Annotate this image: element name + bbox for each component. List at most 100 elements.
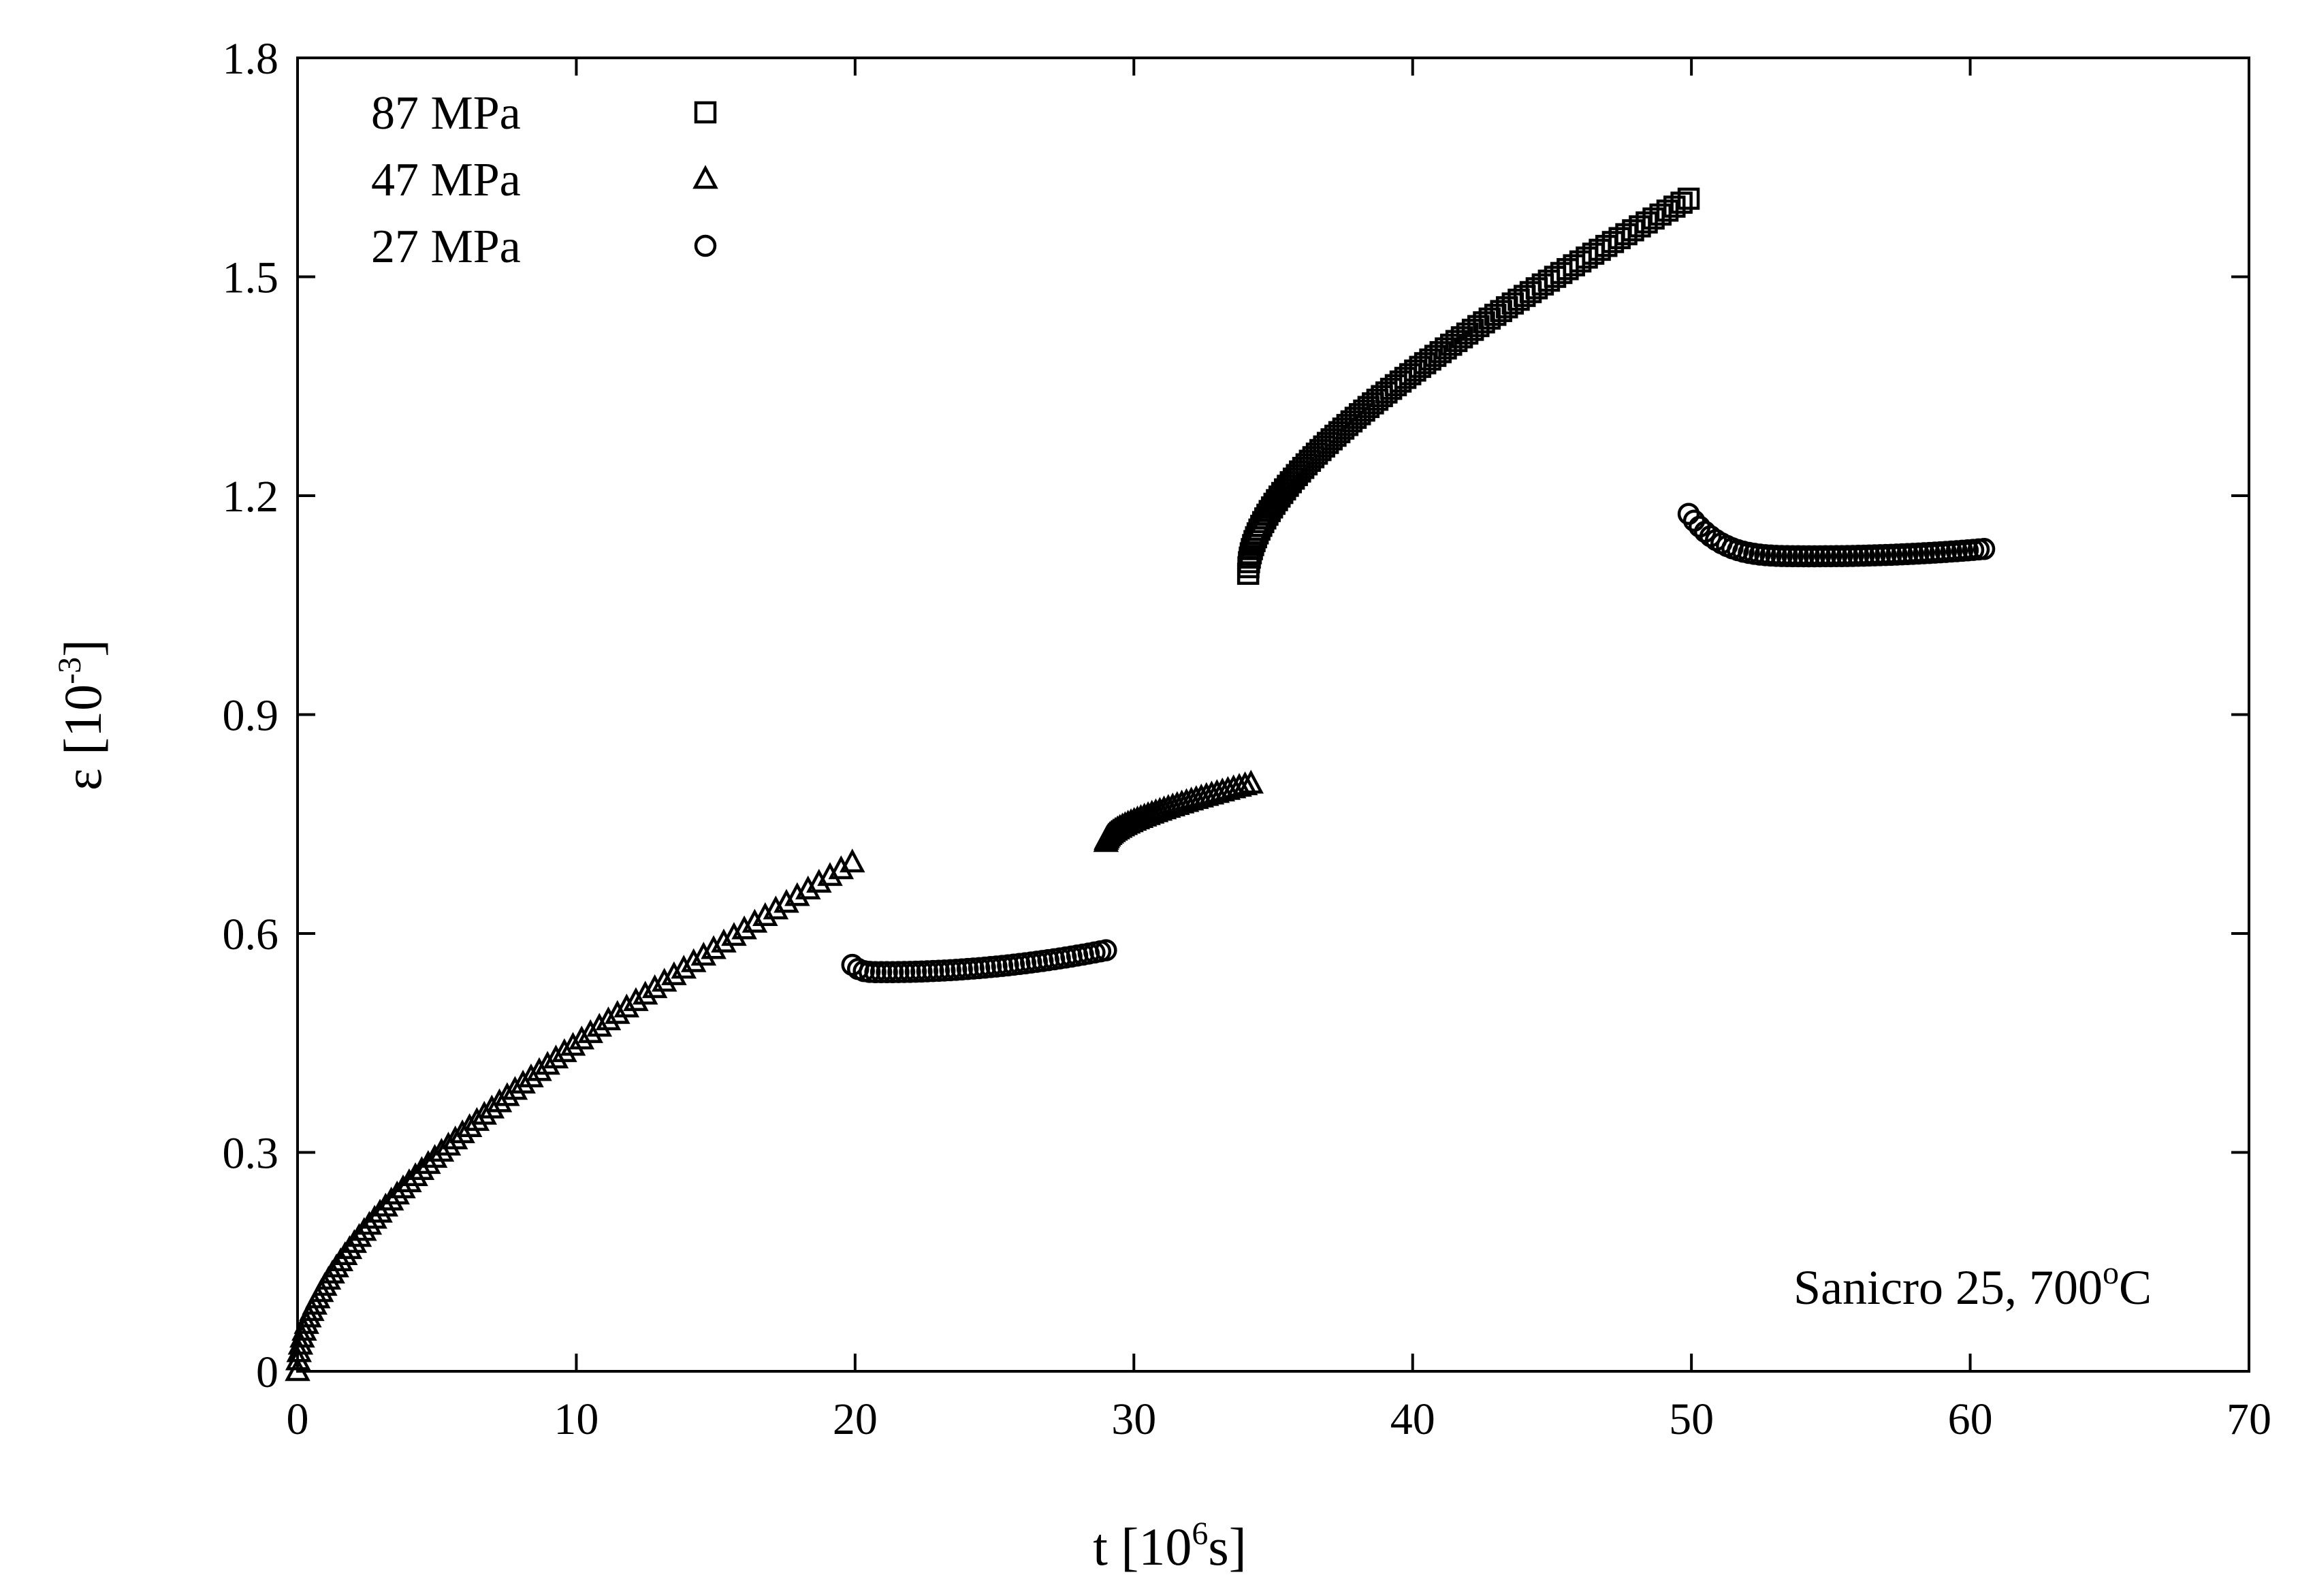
legend-label-27-mpa: 27 MPa <box>371 221 521 273</box>
data-point-47-mpa <box>415 1150 441 1175</box>
data-point-47-mpa <box>1232 771 1258 795</box>
data-point-47-mpa <box>741 908 768 933</box>
data-point-47-mpa <box>784 882 810 906</box>
x-tick-label: 70 <box>2227 1394 2271 1444</box>
data-point-27-mpa <box>1095 939 1117 961</box>
data-point-47-mpa <box>632 980 658 1005</box>
data-point-47-mpa <box>623 987 649 1011</box>
data-point-47-mpa <box>286 1338 313 1362</box>
data-point-47-mpa <box>409 1156 435 1181</box>
data-point-47-mpa <box>543 1044 569 1069</box>
data-point-47-mpa <box>661 961 687 985</box>
data-point-47-mpa <box>773 889 799 913</box>
data-point-47-mpa <box>390 1174 416 1198</box>
data-point-27-mpa <box>1699 525 1722 547</box>
data-point-47-mpa <box>595 1006 622 1031</box>
y-axis-title: ε [10-3] <box>52 639 112 791</box>
data-point-47-mpa <box>435 1132 462 1156</box>
data-point-87-mpa <box>1563 254 1585 276</box>
data-point-47-mpa <box>721 922 747 946</box>
data-point-87-mpa <box>1663 195 1686 218</box>
data-point-87-mpa <box>1513 285 1536 307</box>
y-axis: 0 0.3 0.6 0.9 1.2 1.5 1.8 <box>223 34 2249 1397</box>
data-point-47-mpa <box>449 1119 475 1144</box>
x-axis-title: t [106s] <box>1093 1516 1247 1576</box>
data-point-87-mpa <box>1622 219 1644 242</box>
y-tick-label: 0.9 <box>223 691 279 741</box>
y-tick-label: 1.2 <box>223 472 279 522</box>
data-point-87-mpa <box>1484 304 1507 326</box>
data-point-47-mpa <box>428 1138 455 1162</box>
data-point-87-mpa <box>1495 296 1518 319</box>
data-point-47-mpa <box>351 1217 377 1241</box>
data-point-87-mpa <box>1670 191 1693 214</box>
data-point-87-mpa <box>1557 258 1579 281</box>
data-point-47-mpa <box>671 955 697 979</box>
data-point-27-mpa <box>876 961 898 984</box>
data-point-47-mpa <box>586 1012 613 1037</box>
data-point-87-mpa <box>1589 238 1611 261</box>
data-point-47-mpa <box>494 1082 520 1106</box>
data-point-47-mpa <box>806 868 832 893</box>
data-point-47-mpa <box>378 1186 404 1211</box>
x-tick-label: 40 <box>1390 1394 1435 1444</box>
data-point-47-mpa <box>502 1076 528 1100</box>
data-point-47-mpa <box>479 1094 505 1119</box>
data-point-47-mpa <box>471 1100 497 1125</box>
data-point-47-mpa <box>534 1051 560 1075</box>
data-point-87-mpa <box>1649 203 1672 226</box>
data-point-87-mpa <box>1582 242 1605 265</box>
data-point-47-mpa <box>701 935 727 959</box>
data-point-87-mpa <box>1642 207 1665 230</box>
data-point-47-mpa <box>651 968 677 992</box>
data-point-87-mpa <box>1635 211 1658 234</box>
y-tick-label: 0.3 <box>223 1129 279 1179</box>
data-point-87-mpa <box>1595 234 1618 257</box>
data-point-47-mpa <box>840 848 865 873</box>
data-point-47-mpa <box>421 1144 448 1168</box>
data-point-87-mpa <box>1461 319 1484 341</box>
legend-marker-27-mpa <box>694 234 717 257</box>
data-point-87-mpa <box>1677 187 1700 210</box>
material-annotation: Sanicro 25, 700oC <box>1793 1255 2152 1315</box>
data-point-87-mpa <box>1629 215 1651 238</box>
data-point-47-mpa <box>402 1162 428 1187</box>
data-point-27-mpa <box>864 961 887 984</box>
data-point-47-mpa <box>372 1192 399 1217</box>
data-point-87-mpa <box>1615 223 1638 246</box>
data-point-47-mpa <box>690 942 717 966</box>
data-point-47-mpa <box>752 901 778 927</box>
data-point-47-mpa <box>795 875 821 899</box>
data-point-47-mpa <box>731 915 757 940</box>
data-point-47-mpa <box>569 1025 595 1050</box>
data-point-47-mpa <box>641 974 668 998</box>
x-tick-label: 20 <box>833 1394 878 1444</box>
data-point-87-mpa <box>1537 269 1561 292</box>
data-point-47-mpa <box>763 895 789 920</box>
y-tick-label: 0 <box>256 1347 278 1397</box>
x-tick-label: 50 <box>1669 1394 1714 1444</box>
data-point-47-mpa <box>680 948 707 972</box>
data-point-47-mpa <box>613 993 640 1018</box>
data-point-87-mpa <box>1576 246 1598 269</box>
data-point-47-mpa <box>510 1070 536 1094</box>
data-point-47-mpa <box>396 1168 422 1192</box>
data-point-87-mpa <box>1608 227 1631 249</box>
data-point-47-mpa <box>817 862 843 887</box>
data-point-47-mpa <box>605 1000 631 1024</box>
data-point-87-mpa <box>1544 266 1567 288</box>
legend-marker-87-mpa <box>694 101 717 124</box>
data-point-87-mpa <box>1656 200 1679 222</box>
data-point-87-mpa <box>1507 288 1530 311</box>
data-point-47-mpa <box>518 1063 544 1087</box>
legend-marker-47-mpa <box>692 165 718 189</box>
legend: 87 MPa 47 MPa 27 MPa <box>371 87 718 273</box>
data-point-87-mpa <box>1601 231 1625 253</box>
data-point-87-mpa <box>1473 311 1495 334</box>
data-points <box>285 187 1996 1382</box>
data-point-27-mpa <box>869 961 893 984</box>
data-point-47-mpa <box>356 1211 383 1235</box>
data-point-47-mpa <box>552 1038 577 1062</box>
data-point-47-mpa <box>1238 769 1264 794</box>
